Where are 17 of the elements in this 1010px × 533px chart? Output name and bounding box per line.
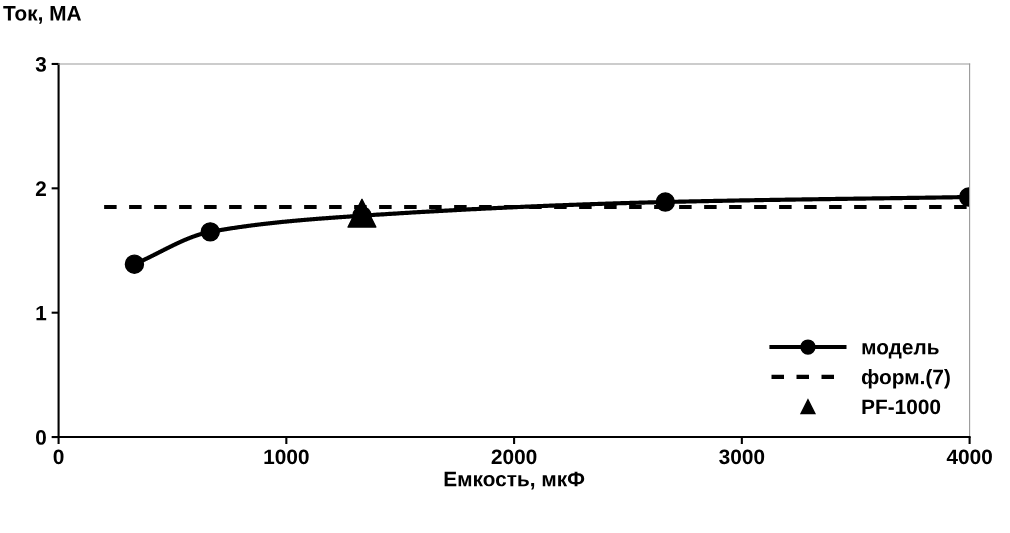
y-axis-title: Ток, МА [3,6,82,24]
x-tick-label: 3000 [719,449,765,465]
point [347,198,377,228]
y-tick-label: 1 [36,305,47,321]
point [124,254,145,274]
x-tick-label: 2000 [491,449,537,465]
point [200,222,220,242]
x-tick-label: 4000 [946,449,992,465]
legend-label: PF-1000 [862,399,941,415]
x-tick-label: 1000 [264,449,309,465]
x-tick-label: 0 [53,449,64,465]
x-axis-title: Емкость, мкФ [444,471,585,490]
y-tick-label: 2 [35,181,46,196]
legend-label: форм.(7) [861,369,950,389]
legend-label: модель [862,343,939,359]
y-tick-label: 3 [35,56,47,72]
y-tick-label: 0 [36,430,46,445]
